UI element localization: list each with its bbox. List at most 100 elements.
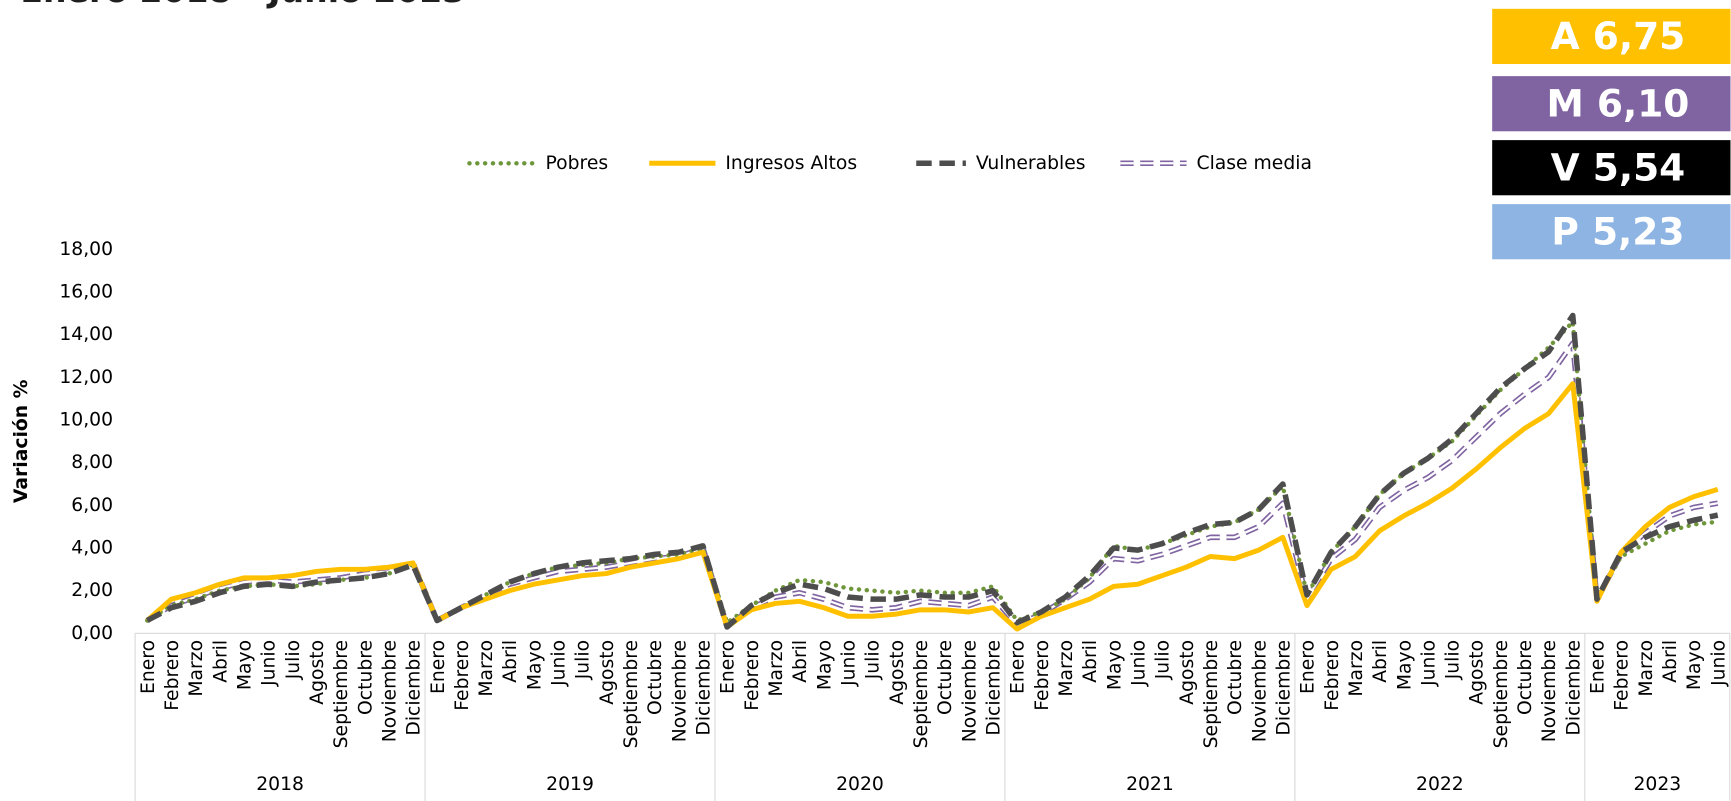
series-line xyxy=(145,312,1719,630)
x-tick-label: Julio xyxy=(283,640,304,680)
x-tick-label: Octubre xyxy=(1225,640,1246,715)
x-tick-label: Noviembre xyxy=(669,640,690,742)
x-tick-label: Junio xyxy=(549,640,570,687)
legend-label: Vulnerables xyxy=(976,153,1086,174)
x-tick-label: Mayo xyxy=(1394,640,1415,690)
legend-label: Pobres xyxy=(546,153,609,174)
y-tick-label: 8,00 xyxy=(71,452,113,473)
x-tick-label: Abril xyxy=(790,640,811,683)
x-tick-label: Febrero xyxy=(1322,640,1343,711)
series-line xyxy=(144,319,1720,625)
x-tick-label: Mayo xyxy=(1684,640,1705,690)
y-tick-label: 18,00 xyxy=(59,239,113,260)
y-tick-label: 10,00 xyxy=(59,409,113,430)
x-tick-label: Marzo xyxy=(476,640,497,697)
x-tick-label: Noviembre xyxy=(1539,640,1560,742)
x-tick-label: Diciembre xyxy=(1273,640,1294,736)
x-tick-label: Septiembre xyxy=(1491,640,1512,748)
x-tick-label: Abril xyxy=(500,640,521,683)
x-tick-label: Septiembre xyxy=(1201,640,1222,748)
series-line-inner xyxy=(146,342,1718,629)
x-tick-label: Diciembre xyxy=(983,640,1004,736)
x-tick-label: Mayo xyxy=(1104,640,1125,690)
x-tick-label: Febrero xyxy=(1612,640,1633,711)
badge xyxy=(1492,76,1731,132)
x-tick-label: Abril xyxy=(1370,640,1391,683)
x-tick-label: Febrero xyxy=(1032,640,1053,711)
x-group-label: 2018 xyxy=(256,774,304,795)
legend-label: Ingresos Altos xyxy=(725,153,857,174)
y-tick-label: 6,00 xyxy=(71,495,113,516)
x-group-label: 2022 xyxy=(1416,774,1464,795)
x-group-label: 2023 xyxy=(1633,774,1681,795)
x-tick-label: Enero xyxy=(1588,640,1609,694)
badge-label: V 5,54 xyxy=(1551,145,1686,189)
x-tick-label: Julio xyxy=(1153,640,1174,680)
x-tick-label: Octubre xyxy=(645,640,666,715)
x-group-label: 2021 xyxy=(1126,774,1174,795)
x-tick-label: Enero xyxy=(1008,640,1029,694)
x-tick-label: Octubre xyxy=(355,640,376,715)
x-group-label: 2019 xyxy=(546,774,594,795)
y-axis-label: Variación % xyxy=(11,379,32,503)
x-tick-label: Febrero xyxy=(162,640,183,711)
x-tick-label: Febrero xyxy=(742,640,763,711)
x-tick-label: Junio xyxy=(1418,640,1439,687)
x-tick-label: Mayo xyxy=(524,640,545,690)
x-tick-label: Abril xyxy=(210,640,231,683)
chart-title: Enero 2018 - Junio 2023 xyxy=(20,0,465,10)
x-tick-label: Junio xyxy=(1128,640,1149,687)
y-tick-label: 2,00 xyxy=(71,580,113,601)
y-tick-label: 4,00 xyxy=(71,537,113,558)
x-group-label: 2020 xyxy=(836,774,884,795)
x-tick-label: Junio xyxy=(1708,640,1729,687)
series-line xyxy=(145,340,1719,630)
badge xyxy=(1492,204,1731,260)
x-tick-label: Diciembre xyxy=(694,640,715,736)
x-tick-label: Abril xyxy=(1080,640,1101,683)
legend-label: Clase media xyxy=(1196,153,1311,174)
x-tick-label: Marzo xyxy=(1056,640,1077,697)
x-tick-label: Noviembre xyxy=(379,640,400,742)
y-tick-label: 16,00 xyxy=(59,282,113,303)
badge xyxy=(1492,140,1731,196)
x-tick-label: Mayo xyxy=(814,640,835,690)
badge-label: M 6,10 xyxy=(1547,81,1690,125)
x-tick-label: Enero xyxy=(1298,640,1319,694)
y-tick-label: 14,00 xyxy=(59,324,113,345)
x-tick-label: Agosto xyxy=(1177,640,1198,705)
x-tick-label: Diciembre xyxy=(1563,640,1584,736)
y-tick-label: 12,00 xyxy=(59,367,113,388)
x-tick-label: Agosto xyxy=(887,640,908,705)
x-tick-label: Abril xyxy=(1660,640,1681,683)
x-tick-label: Septiembre xyxy=(911,640,932,748)
x-tick-label: Mayo xyxy=(234,640,255,690)
x-tick-label: Enero xyxy=(138,640,159,694)
x-tick-label: Marzo xyxy=(766,640,787,697)
x-tick-label: Marzo xyxy=(1346,640,1367,697)
x-tick-label: Marzo xyxy=(1636,640,1657,697)
x-tick-label: Julio xyxy=(573,640,594,680)
x-tick-label: Febrero xyxy=(452,640,473,711)
x-tick-label: Agosto xyxy=(1467,640,1488,705)
x-tick-label: Septiembre xyxy=(331,640,352,748)
badge xyxy=(1492,8,1731,64)
x-tick-label: Enero xyxy=(718,640,739,694)
x-tick-label: Julio xyxy=(863,640,884,680)
y-tick-label: 0,00 xyxy=(71,623,113,644)
x-tick-label: Octubre xyxy=(1515,640,1536,715)
x-tick-label: Julio xyxy=(1443,640,1464,680)
badge-label: A 6,75 xyxy=(1551,14,1686,58)
x-tick-label: Enero xyxy=(428,640,449,694)
x-tick-label: Marzo xyxy=(186,640,207,697)
series-line xyxy=(145,381,1719,632)
x-tick-label: Junio xyxy=(839,640,860,687)
x-tick-label: Noviembre xyxy=(1249,640,1270,742)
x-tick-label: Noviembre xyxy=(959,640,980,742)
badge-label: P 5,23 xyxy=(1551,209,1684,253)
x-tick-label: Diciembre xyxy=(404,640,425,736)
x-tick-label: Septiembre xyxy=(621,640,642,748)
x-tick-label: Octubre xyxy=(935,640,956,715)
x-tick-label: Agosto xyxy=(597,640,618,705)
